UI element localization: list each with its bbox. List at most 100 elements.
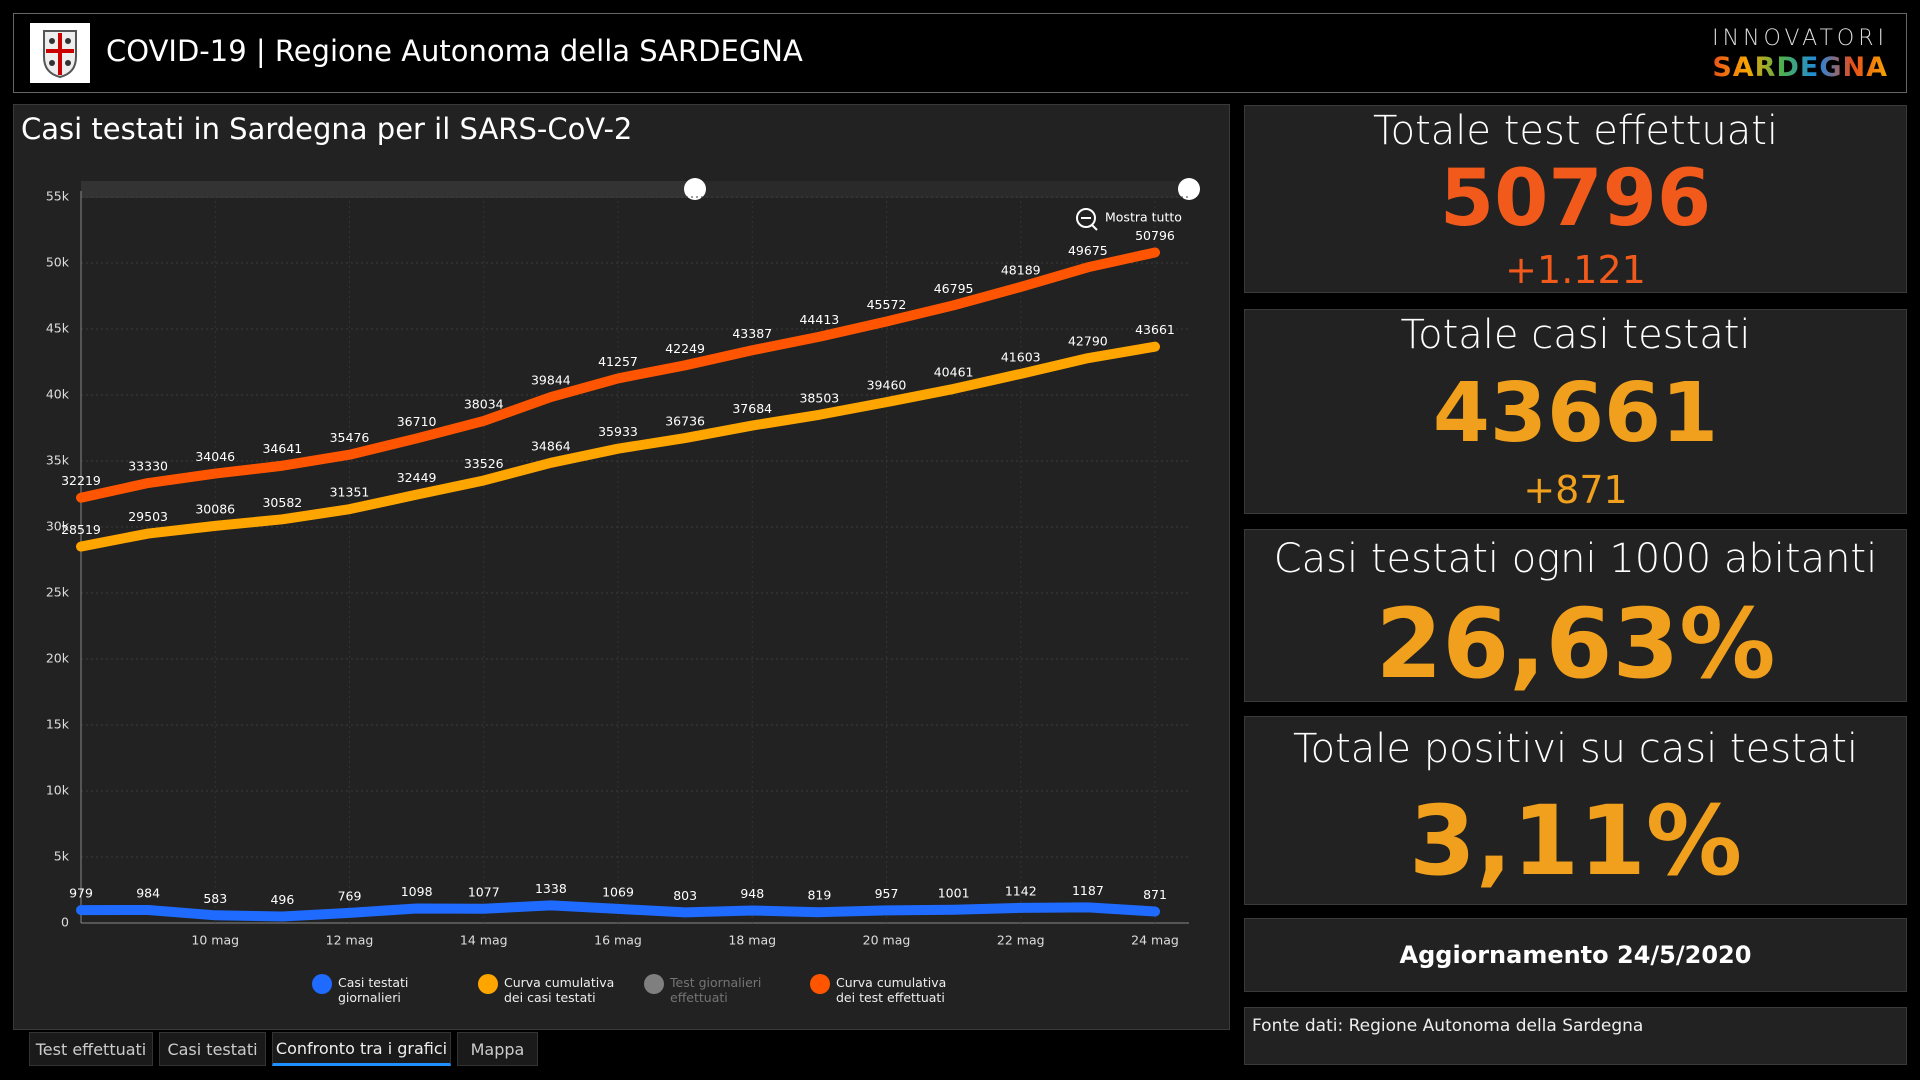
- kpi-title: Totale casi testati: [1400, 312, 1751, 358]
- data-label: 871: [1143, 887, 1167, 902]
- y-tick-label: 20k: [46, 651, 70, 666]
- data-label: 769: [338, 888, 362, 903]
- header: COVID-19 | Regione Autonoma della SARDEG…: [13, 13, 1907, 93]
- data-label: 43661: [1135, 322, 1175, 337]
- kpi-title: Totale test effettuati: [1372, 108, 1779, 154]
- y-tick-label: 10k: [46, 783, 70, 798]
- tab[interactable]: Test effettuati: [29, 1032, 153, 1066]
- data-label: 948: [740, 886, 764, 901]
- data-label: 45572: [867, 297, 907, 312]
- data-label: 1338: [535, 881, 567, 896]
- tab[interactable]: Mappa: [457, 1032, 538, 1066]
- header-title: COVID-19 | Regione Autonoma della SARDEG…: [106, 34, 803, 68]
- kpi-value: 3,11%: [1408, 785, 1743, 897]
- data-label: 44413: [799, 312, 839, 327]
- chart-title: Casi testati in Sardegna per il SARS-CoV…: [21, 112, 632, 146]
- series-line: [76, 341, 1160, 552]
- legend-swatch: [478, 974, 498, 994]
- tab[interactable]: Casi testati: [159, 1032, 266, 1066]
- data-label: 33526: [464, 456, 504, 471]
- data-label: 32449: [397, 470, 437, 485]
- kpi-card: Totale test effettuati 50796 +1.121: [1244, 105, 1907, 293]
- data-label: 42249: [665, 341, 705, 356]
- data-label: 35933: [598, 424, 638, 439]
- data-label: 36736: [665, 414, 705, 429]
- data-label: 803: [673, 888, 697, 903]
- data-label: 28519: [61, 522, 101, 537]
- y-tick-label: 0: [61, 915, 69, 930]
- data-label: 1098: [401, 884, 433, 899]
- kpi-delta: +1.121: [1505, 248, 1646, 292]
- scrollbar-range: [695, 181, 1189, 198]
- legend-item[interactable]: Casi testati giornalieri: [312, 974, 463, 1005]
- legend-label: Test giornalieri effettuati: [670, 975, 762, 1005]
- kpi-card: Totale positivi su casi testati 3,11%: [1244, 716, 1907, 905]
- source: Fonte dati: Regione Autonoma della Sarde…: [1244, 1007, 1907, 1065]
- data-label: 1069: [602, 884, 634, 899]
- zoom-label[interactable]: Mostra tutto: [1105, 210, 1182, 225]
- x-tick-label: 16 mag: [594, 933, 642, 948]
- data-label: 33330: [128, 459, 168, 474]
- legend-label: Curva cumulativa dei test effettuati: [836, 975, 947, 1005]
- legend-swatch: [312, 974, 332, 994]
- data-label: 496: [270, 892, 294, 907]
- x-tick-label: 20 mag: [863, 933, 911, 948]
- kpi-delta: +871: [1523, 468, 1628, 512]
- data-label: 29503: [128, 509, 168, 524]
- y-tick-label: 35k: [46, 453, 70, 468]
- series-line: [76, 900, 1160, 922]
- data-label: 979: [69, 886, 93, 901]
- data-label: 583: [203, 891, 227, 906]
- kpi-title: Totale positivi su casi testati: [1292, 726, 1859, 772]
- data-label: 37684: [732, 401, 772, 416]
- data-label: 32219: [61, 473, 101, 488]
- data-label: 50796: [1135, 228, 1175, 243]
- legend-item[interactable]: Curva cumulativa dei casi testati: [478, 974, 629, 1005]
- tab[interactable]: Confronto tra i grafici: [272, 1032, 451, 1066]
- data-label: 36710: [397, 414, 437, 429]
- kpi-card: Totale casi testati 43661 +871: [1244, 309, 1907, 514]
- y-tick-label: 15k: [46, 717, 70, 732]
- data-label: 41257: [598, 354, 638, 369]
- data-label: 46795: [934, 281, 974, 296]
- data-label: 42790: [1068, 334, 1108, 349]
- logo: [30, 23, 90, 83]
- updated: Aggiornamento 24/5/2020: [1244, 918, 1907, 992]
- data-label: 1187: [1072, 883, 1104, 898]
- y-tick-label: 40k: [46, 387, 70, 402]
- x-tick-label: 18 mag: [728, 933, 776, 948]
- legend-swatch: [644, 974, 664, 994]
- legend-item[interactable]: Curva cumulativa dei test effettuati: [810, 974, 961, 1005]
- data-label: 30582: [262, 495, 302, 510]
- kpi-value: 43661: [1432, 366, 1719, 461]
- chart: Casi testati in Sardegna per il SARS-CoV…: [21, 112, 1200, 948]
- x-tick-label: 12 mag: [326, 933, 374, 948]
- y-tick-label: 45k: [46, 321, 70, 336]
- data-label: 48189: [1001, 262, 1041, 277]
- data-label: 984: [136, 886, 160, 901]
- kpi-card: Casi testati ogni 1000 abitanti 26,63%: [1244, 529, 1907, 702]
- zoom-reset[interactable]: Mostra tutto: [1076, 208, 1182, 231]
- x-tick-label: 24 mag: [1131, 933, 1179, 948]
- x-tick-label: 14 mag: [460, 933, 508, 948]
- data-label: 41603: [1001, 349, 1041, 364]
- scroll-handle[interactable]: [1178, 178, 1200, 200]
- data-label: 30086: [195, 501, 235, 516]
- kpi-value: 26,63%: [1375, 588, 1776, 700]
- data-label: 49675: [1068, 243, 1108, 258]
- legend-item[interactable]: Test giornalieri effettuati: [644, 974, 795, 1005]
- kpi-value: 50796: [1439, 154, 1712, 244]
- x-tick-label: 22 mag: [997, 933, 1045, 948]
- data-label: 34641: [262, 441, 302, 456]
- y-tick-label: 50k: [46, 255, 70, 270]
- scroll-handle[interactable]: [684, 178, 706, 200]
- brand-bottom: SARDEGNA: [1712, 52, 1888, 83]
- data-label: 39844: [531, 373, 571, 388]
- data-label: 38503: [799, 390, 839, 405]
- kpi-title: Casi testati ogni 1000 abitanti: [1273, 536, 1878, 582]
- legend-label: Casi testati giornalieri: [338, 975, 409, 1005]
- data-label: 34864: [531, 438, 571, 453]
- data-label: 34046: [195, 449, 235, 464]
- data-label: 38034: [464, 396, 504, 411]
